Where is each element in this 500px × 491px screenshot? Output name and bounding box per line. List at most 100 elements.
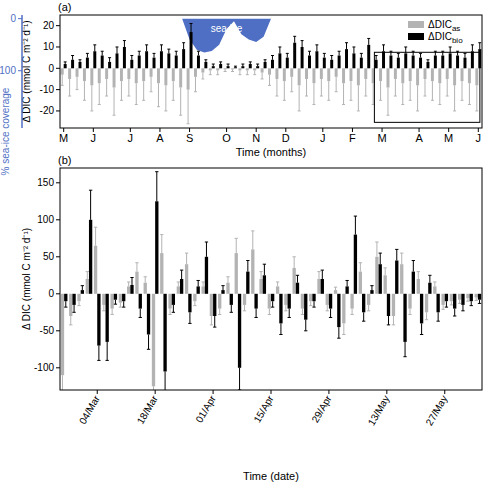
error-line [158,83,159,106]
error-line [107,342,108,361]
bar [293,268,296,294]
bar [400,264,403,294]
error-bar [119,303,122,307]
error-cap [471,44,474,45]
error-cap [478,42,481,43]
error-bar [101,51,104,55]
error-cap [428,275,431,276]
error-cap [296,275,299,276]
error-line [257,64,258,66]
error-line [269,75,270,86]
error-bar [275,79,278,96]
x-tick-label: 15/Apr [251,393,276,425]
error-line [168,49,169,53]
error-cap [403,356,406,357]
bar [90,68,93,85]
error-cap [290,91,293,92]
bar [350,294,353,309]
bar [234,67,237,68]
error-line [87,53,88,57]
bar [135,272,138,294]
bar [354,235,357,294]
y-tick-label: -50 [40,325,55,336]
bar [309,294,312,301]
error-bar [426,60,429,62]
error-cap [197,280,200,281]
error-line [280,323,281,334]
x-tick-label: N [252,132,260,144]
error-cap [417,271,420,272]
error-cap [122,307,125,308]
bar [315,51,318,68]
error-bar [323,53,326,57]
error-bar [71,56,74,60]
error-bar [458,300,461,304]
error-line [424,79,425,96]
error-cap [234,66,237,67]
bar [342,294,345,324]
error-cap [93,44,96,45]
error-cap [279,334,282,335]
error-bar [160,45,163,51]
error-line [365,79,366,96]
error-bar [172,81,175,100]
error-cap [127,281,130,282]
error-bar [327,81,330,100]
error-bar [197,51,200,55]
error-bar [123,41,126,47]
error-bar [305,79,308,96]
error-bar [268,309,271,315]
error-bar [326,305,329,311]
bar [471,51,474,68]
bar [362,294,365,313]
error-cap [379,100,382,101]
error-cap [419,53,422,54]
x-tick [155,390,156,394]
x-tick [444,390,445,394]
error-cap [278,46,281,47]
panel-label: (b) [58,154,71,166]
error-bar [276,282,279,286]
bar [204,62,207,68]
error-cap [175,51,178,52]
error-line [459,300,460,304]
error-bar [135,83,138,104]
error-line [120,303,121,307]
error-bar [408,309,411,315]
bar [127,68,130,79]
error-line [90,190,91,220]
error-line [350,81,351,100]
error-cap [375,242,378,243]
error-bar [93,45,96,51]
error-cap [312,104,315,105]
error-line [426,312,427,319]
error-bar [284,305,287,311]
error-bar [471,45,474,51]
error-line [62,375,63,390]
error-bar [127,282,130,286]
error-cap [254,317,257,318]
error-bar [122,301,125,307]
error-cap [458,303,461,304]
bar [89,220,92,294]
bar [434,56,437,69]
error-line [287,53,288,57]
error-bar [234,66,237,67]
error-line [395,79,396,96]
error-cap [397,53,400,54]
error-line [214,316,215,327]
error-line [272,301,273,307]
error-cap [172,100,175,101]
bar [108,62,111,68]
error-bar [395,249,398,260]
error-cap [284,310,287,311]
bar [441,56,444,69]
bar [379,68,382,81]
error-line [279,47,280,53]
error-line [338,327,339,338]
error-line [210,70,211,74]
y-tick-label: 150 [37,177,54,188]
bar [329,294,332,309]
error-cap [205,242,208,243]
error-cap [227,64,230,65]
